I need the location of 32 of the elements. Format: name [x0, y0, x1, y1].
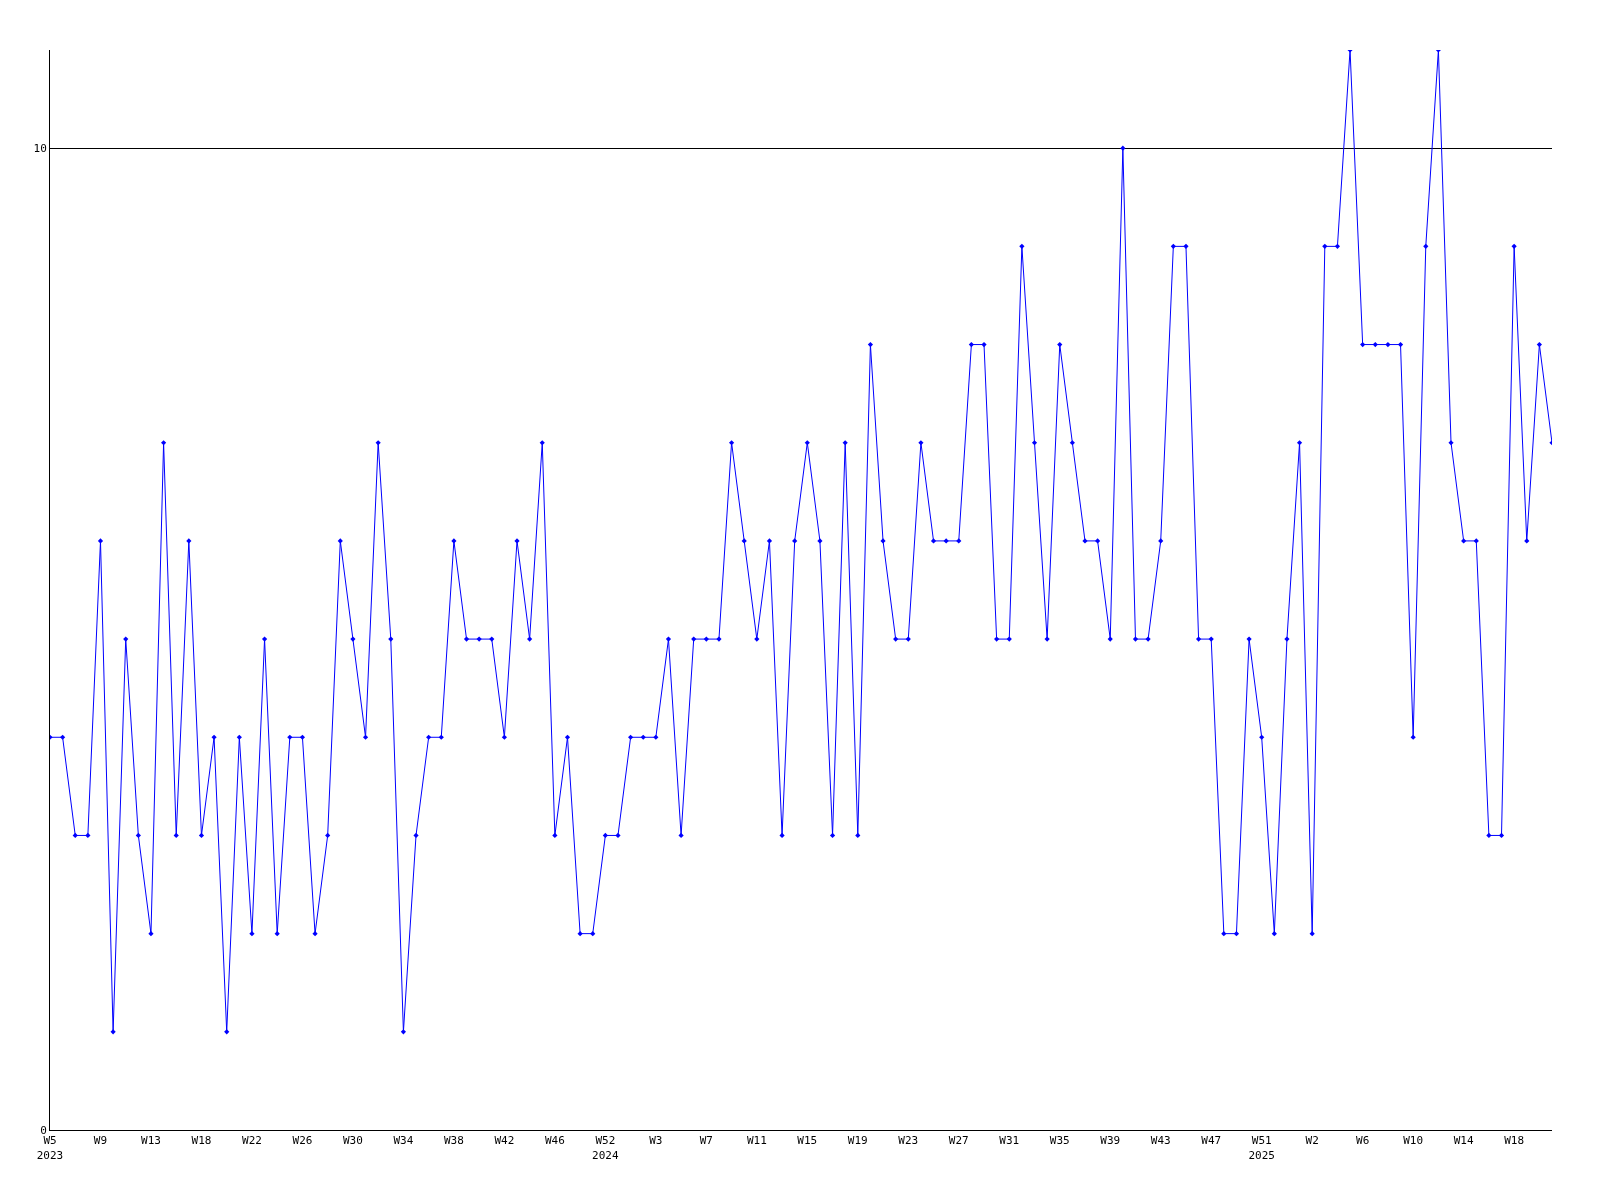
x-tick-label: W5 2023 — [36, 1134, 64, 1162]
x-tick-label: W35 — [1049, 1134, 1070, 1148]
x-tick-label: W43 — [1150, 1134, 1171, 1148]
x-tick-label: W42 — [494, 1134, 515, 1148]
x-tick-label: W26 — [292, 1134, 313, 1148]
x-tick-label: W18 — [191, 1134, 212, 1148]
x-tick-label: W19 — [847, 1134, 868, 1148]
x-tick-label: W6 — [1356, 1134, 1370, 1148]
x-tick-label: W10 — [1403, 1134, 1424, 1148]
x-tick-label: W27 — [948, 1134, 969, 1148]
x-tick-label: W7 — [699, 1134, 713, 1148]
x-tick-label: W46 — [544, 1134, 565, 1148]
x-tick-label: W15 — [797, 1134, 818, 1148]
x-tick-label: W18 — [1504, 1134, 1525, 1148]
x-tick-label: W30 — [342, 1134, 363, 1148]
x-tick-label: W23 — [898, 1134, 919, 1148]
y-tick-label: 10 — [33, 142, 47, 156]
x-tick-label: W3 — [649, 1134, 663, 1148]
x-tick-label: W38 — [443, 1134, 464, 1148]
x-tick-label: W39 — [1100, 1134, 1121, 1148]
x-tick-label: W34 — [393, 1134, 414, 1148]
x-tick-label: W13 — [141, 1134, 161, 1148]
x-tick-label: W22 — [242, 1134, 262, 1148]
x-tick-label: W11 — [746, 1134, 767, 1148]
x-tick-label: W2 — [1305, 1134, 1319, 1148]
y-tick-label: 0 — [40, 1123, 47, 1137]
x-tick-label: W9 — [93, 1134, 108, 1148]
x-tick-label: W31 — [999, 1134, 1020, 1148]
x-tick-label: W51 2025 — [1248, 1134, 1275, 1162]
x-tick-label: W52 2024 — [592, 1134, 619, 1162]
x-tick-label: W14 — [1453, 1134, 1474, 1148]
x-tick-label: W47 — [1201, 1134, 1222, 1148]
